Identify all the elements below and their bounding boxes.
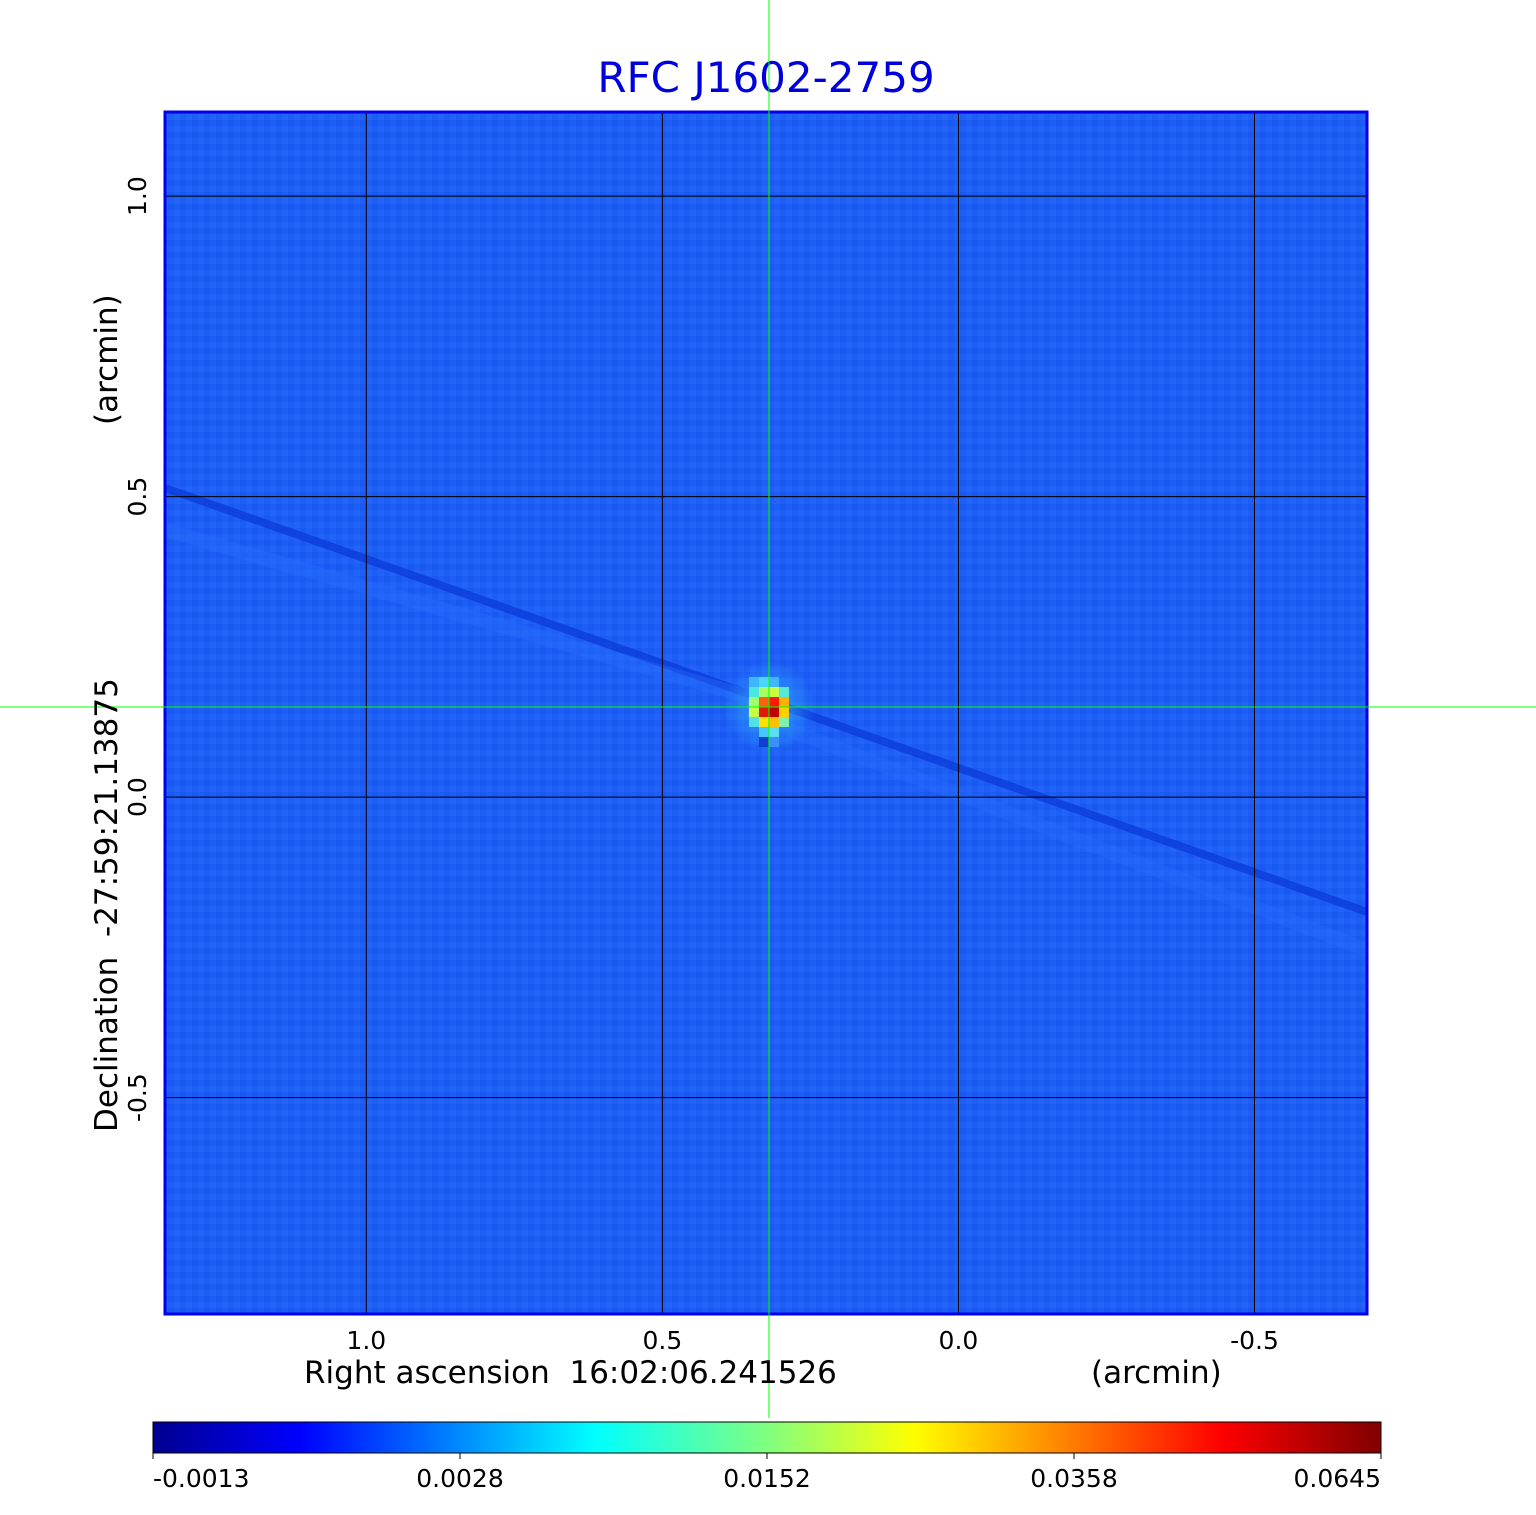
- source-pixel: [748, 716, 759, 727]
- x-tick-label: 1.0: [346, 1326, 386, 1355]
- y-tick-label: 0.5: [123, 477, 152, 517]
- x-tick-labels: 1.0 0.5 0.0 -0.5: [346, 1326, 1278, 1355]
- y-tick-label-zero: 0.0: [123, 777, 152, 817]
- sidelobe-streak-right: [787, 723, 1367, 957]
- colorbar-tick-label: -0.0013: [153, 1464, 250, 1493]
- y-axis-label: Declination -27:59:21.13875: [89, 678, 125, 1132]
- y-tick-label: -0.5: [123, 1073, 152, 1122]
- source-pixel: [758, 726, 769, 737]
- colorbar-tick-label: 0.0028: [416, 1464, 503, 1493]
- colorbar-tick-label: 0.0358: [1030, 1464, 1117, 1493]
- y-axis-unit: (arcmin): [89, 294, 125, 425]
- source-pixel: [768, 716, 779, 727]
- source-pixel: [748, 696, 759, 707]
- source-pixel: [768, 696, 779, 707]
- plot-area: [163, 110, 1369, 1316]
- crosshair: [0, 0, 1536, 1418]
- colorbar-ticks: -0.0013 0.0028 0.0152 0.0358 0.0645: [152, 1453, 1382, 1493]
- x-tick-label: -0.5: [1230, 1326, 1279, 1355]
- source-pixel: [758, 716, 769, 727]
- grid-lines: [165, 112, 1367, 1314]
- x-tick-label: 0.5: [642, 1326, 682, 1355]
- source-pixel: [778, 716, 789, 727]
- source-pixel: [778, 686, 789, 697]
- source-pixel: [758, 696, 769, 707]
- colorbar-tick-label: 0.0645: [1294, 1464, 1381, 1493]
- y-tick-labels: 1.0 0.5 -0.5 0.0: [123, 176, 152, 1122]
- source-pixel: [758, 676, 769, 687]
- source-pixel: [748, 686, 759, 697]
- x-axis-unit: (arcmin): [1091, 1355, 1222, 1391]
- colorbar-tick-label: 0.0152: [723, 1464, 810, 1493]
- plot-frame: [163, 110, 1369, 1316]
- x-axis-label: Right ascension 16:02:06.241526: [304, 1355, 837, 1391]
- source-pixel: [778, 706, 789, 717]
- colorbar-gradient: [152, 1421, 1382, 1454]
- source-pixel: [758, 736, 769, 747]
- source-pixel: [748, 676, 759, 687]
- source-pixel: [768, 686, 779, 697]
- source-pixel: [758, 706, 769, 717]
- chart-title: RFC J1602-2759: [597, 53, 934, 102]
- y-tick-label: 1.0: [123, 176, 152, 216]
- source-pixel: [768, 676, 779, 687]
- x-tick-label: 0.0: [939, 1326, 979, 1355]
- source-pixel: [768, 706, 779, 717]
- source-pixel: [748, 706, 759, 717]
- source-pixel: [768, 726, 779, 737]
- colorbar: -0.0013 0.0028 0.0152 0.0358 0.0645: [152, 1421, 1382, 1493]
- source-pixel: [778, 696, 789, 707]
- source-pixel: [758, 686, 769, 697]
- sidelobe-streak-left: [165, 523, 762, 707]
- source-pixel: [768, 736, 779, 747]
